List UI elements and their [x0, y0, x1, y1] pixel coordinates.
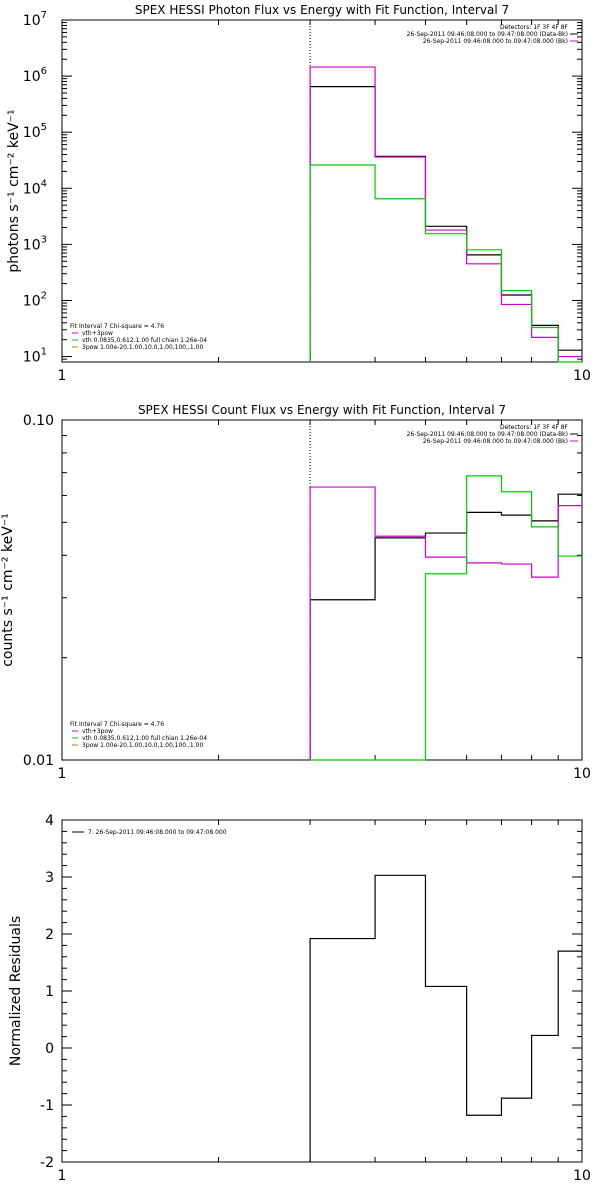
series-1-line [309, 874, 582, 1162]
annotation-text: 26-Sep-2011 09:46:08.000 to 09:47:08.000… [423, 438, 568, 445]
y-tick-label: 0.10 [23, 413, 54, 429]
chart-panel-2: SPEX HESSI Count Flux vs Energy with Fit… [0, 403, 591, 782]
chart-title: SPEX HESSI Count Flux vs Energy with Fit… [138, 403, 506, 417]
annotation-text: 26-Sep-2011 09:46:08.000 to 09:47:08.000… [423, 38, 568, 45]
series-3-line [310, 475, 582, 761]
x-tick-label: 1 [58, 1168, 67, 1184]
x-tick-label: 1 [58, 766, 67, 782]
legend-text: Fit Interval 7 Chi-square = 4.76 [70, 323, 164, 330]
plot-frame [61, 419, 583, 761]
legend-text: Fit Interval 7 Chi-square = 4.76 [70, 721, 164, 728]
y-tick-label: 102 [23, 290, 47, 309]
annotation-text: Detectors: 1F 3F 4F 8F [500, 24, 569, 31]
legend-text: 3pow 1.00e-20,1.00,10.0,1.00,100.,1.00 [82, 344, 203, 351]
legend-text: 7. 26-Sep-2011 09:46:08.000 to 09:47:08.… [88, 829, 227, 836]
annotation-text: Detectors: 1F 3F 4F 8F [500, 424, 569, 431]
x-tick-label: 10 [573, 1168, 591, 1184]
series-1-line [309, 85, 582, 362]
series-2-line [309, 486, 582, 760]
plot-frame [61, 19, 583, 363]
chart-title: SPEX HESSI Photon Flux vs Energy with Fi… [135, 3, 509, 17]
y-axis-label: photons s⁻¹ cm⁻² keV⁻¹ [6, 109, 22, 272]
series-1-line [309, 493, 582, 760]
chart-panel-1: SPEX HESSI Photon Flux vs Energy with Fi… [6, 3, 591, 384]
x-tick-label: 10 [573, 368, 591, 384]
y-tick-label: 107 [23, 10, 47, 29]
annotation-text: 26-Sep-2011 09:46:08.000 to 09:47:08.000… [407, 431, 568, 438]
x-tick-label: 1 [58, 368, 67, 384]
series-3-line [309, 164, 582, 363]
legend-text: vth+3pow [82, 330, 113, 337]
x-tick-label: 10 [573, 766, 591, 782]
legend-text: vth+3pow [82, 728, 113, 735]
y-tick-label: -1 [40, 1098, 54, 1114]
legend-text: vth 0.0835,0.612,1.00 full chian 1.26e-0… [82, 337, 207, 344]
annotation-text: 26-Sep-2011 09:46:08.000 to 09:47:08.000… [407, 31, 568, 38]
y-tick-label: -2 [40, 1155, 54, 1171]
y-tick-label: 101 [23, 347, 47, 366]
y-tick-label: 1 [45, 984, 54, 1000]
y-tick-label: 106 [23, 66, 47, 85]
y-tick-label: 3 [45, 870, 54, 886]
series-2-line [309, 66, 582, 362]
y-tick-label: 0.01 [23, 753, 54, 769]
plot-frame [61, 819, 583, 1163]
y-tick-label: 104 [23, 178, 47, 197]
y-tick-label: 4 [45, 813, 54, 829]
y-tick-label: 105 [23, 122, 47, 141]
legend-text: vth 0.0835,0.612,1.00 full chian 1.26e-0… [82, 735, 207, 742]
y-axis-label: counts s⁻¹ cm⁻² keV⁻¹ [0, 513, 16, 667]
legend-text: 3pow 1.00e-20,1.00,10.0,1.00,100.,1.00 [82, 742, 203, 749]
chart-panel-3: 1 10 -2 -1 0 1 2 3 4 Normalized Residuals 7. 26-Se… [8, 813, 591, 1184]
y-tick-label: 0 [45, 1041, 54, 1057]
y-tick-label: 103 [23, 234, 47, 253]
y-tick-label: 2 [45, 927, 54, 943]
y-axis-label: Normalized Residuals [8, 916, 24, 1066]
